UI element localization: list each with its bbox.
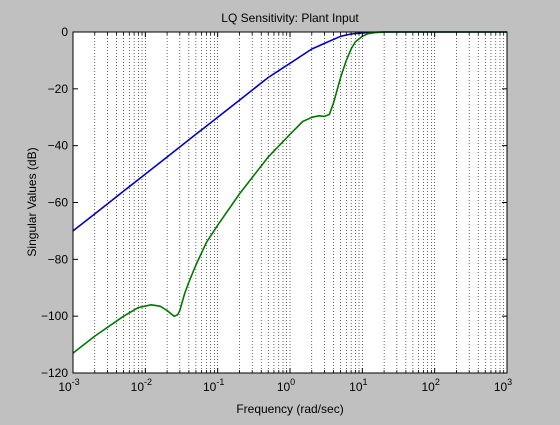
x-axis-label: Frequency (rad/sec) (236, 402, 343, 416)
x-tick-label: 102 (421, 377, 439, 394)
y-tick-labels: 0 −20 −40 −60 −80 −100 −120 (41, 25, 68, 380)
x-tick-label: 100 (277, 377, 295, 394)
tick-marks (72, 31, 508, 374)
y-tick-label: −20 (48, 82, 69, 96)
chart-title: LQ Sensitivity: Plant Input (221, 11, 359, 25)
x-tick-label: 101 (349, 377, 367, 394)
series-line-2 (72, 31, 507, 354)
x-tick-label: 10-3 (58, 377, 79, 394)
y-tick-label: −60 (48, 196, 69, 210)
y-tick-label: 0 (61, 25, 68, 39)
x-tick-label: 10-2 (131, 377, 152, 394)
x-tick-labels: 10-3 10-2 10-1 100 101 102 103 (58, 377, 512, 394)
y-axis-label: Singular Values (dB) (25, 147, 39, 256)
y-tick-label: −80 (48, 252, 69, 266)
x-tick-label: 10-1 (203, 377, 224, 394)
y-tick-label: −40 (48, 139, 69, 153)
y-tick-label: −100 (41, 309, 68, 323)
x-tick-label: 103 (494, 377, 512, 394)
y-tick-label: −120 (41, 366, 68, 380)
plot-area-background (73, 32, 507, 373)
